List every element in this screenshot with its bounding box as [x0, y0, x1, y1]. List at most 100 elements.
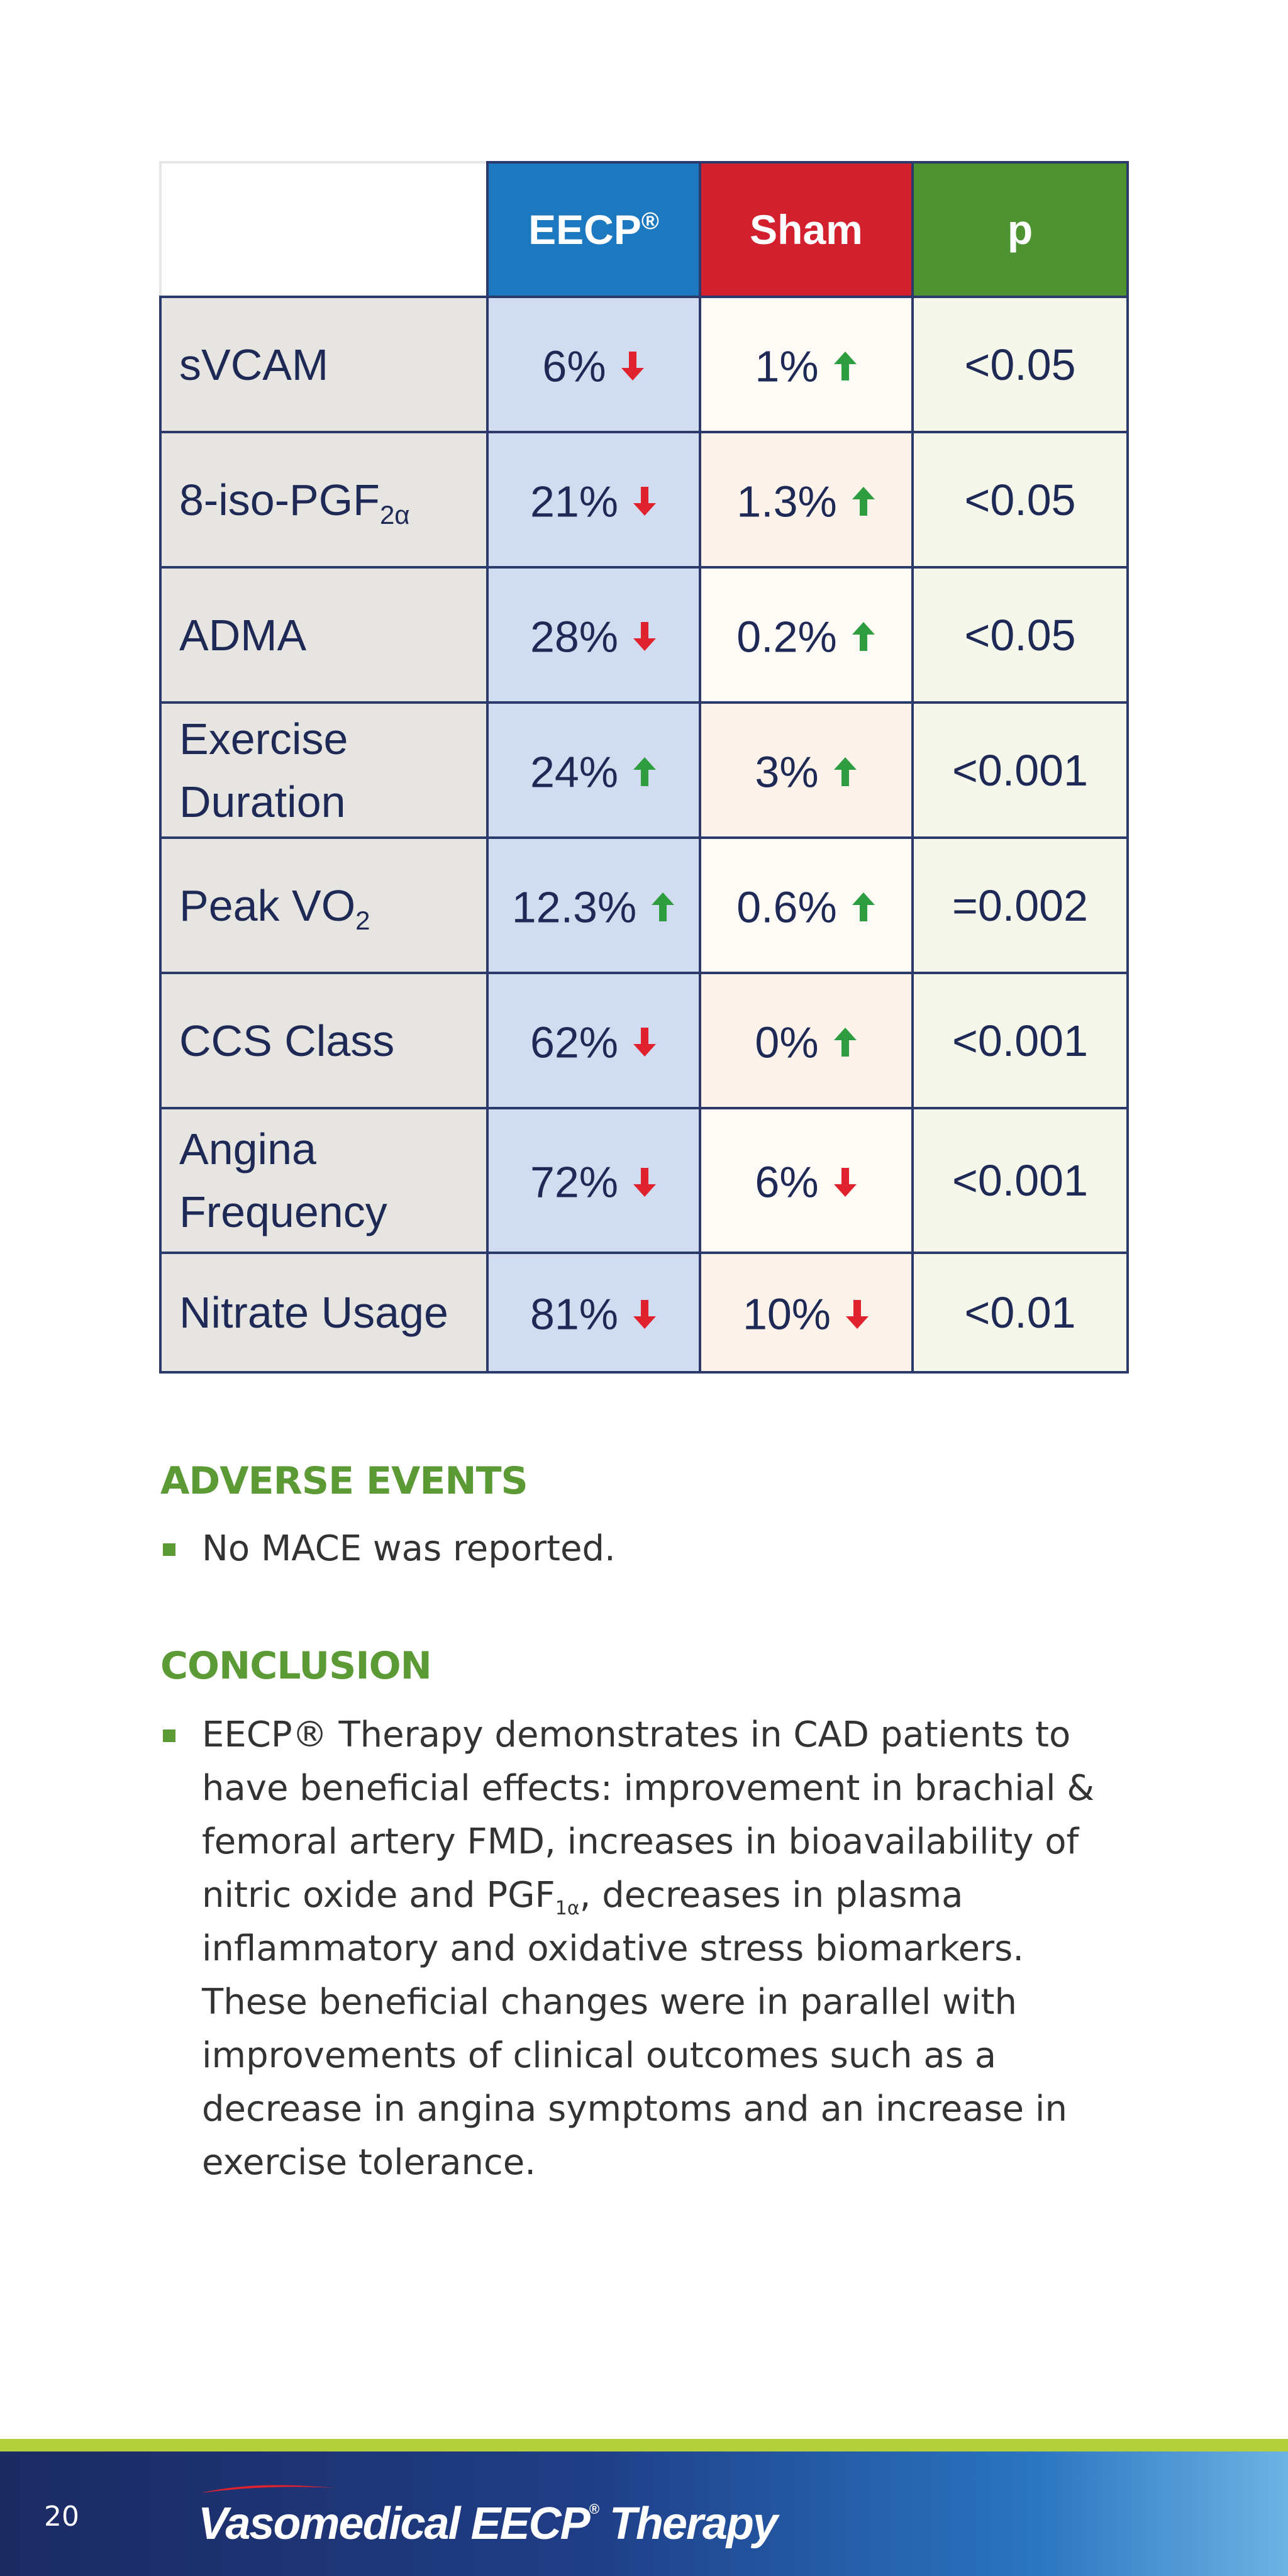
arrow-down-icon: [633, 487, 657, 516]
eecp-value-cell: 12.3%: [486, 836, 701, 974]
table-row: Nitrate Usage 81% 10% <0.01: [159, 1252, 1129, 1374]
arrow-up-icon: [833, 352, 857, 381]
arrow-up-icon: [852, 622, 875, 652]
adverse-events-heading: ADVERSE EVENTS: [160, 1459, 528, 1503]
brand-main: Vasomedical EECP: [198, 2499, 591, 2549]
square-bullet-icon: [163, 1729, 175, 1742]
eecp-value: 28%: [530, 612, 619, 662]
arrow-up-icon: [652, 892, 675, 922]
row-label-subscript: 2α: [379, 499, 410, 530]
arrow-down-icon: [633, 1167, 657, 1197]
row-label-cell: Angina Frequency: [159, 1107, 489, 1254]
eecp-value: 24%: [530, 747, 619, 797]
row-label: Exercise Duration: [179, 714, 348, 826]
arrow-down-icon: [633, 622, 657, 652]
p-value-cell: <0.001: [911, 1107, 1129, 1254]
table-row: CCS Class 62% 0% <0.001: [159, 972, 1129, 1109]
p-value-cell: <0.01: [911, 1252, 1129, 1374]
header-eecp: EECP®: [486, 161, 701, 298]
header-sham-label: Sham: [750, 206, 863, 253]
header-eecp-label: EECP: [528, 206, 641, 253]
registered-mark: ®: [641, 208, 659, 235]
list-item: No MACE was reported.: [160, 1527, 1135, 1571]
conclusion-list: EECP® Therapy demonstrates in CAD patien…: [160, 1708, 1135, 2189]
eecp-value: 12.3%: [511, 882, 637, 932]
p-value: <0.001: [952, 1016, 1089, 1065]
p-value: <0.001: [952, 1156, 1089, 1205]
conclusion-text: EECP® Therapy demonstrates in CAD patien…: [202, 1714, 1095, 1916]
square-bullet-icon: [163, 1543, 175, 1556]
row-label-cell: 8-iso-PGF2α: [159, 431, 489, 569]
eecp-value-cell: 24%: [486, 701, 701, 839]
sham-value-cell: 1.3%: [699, 431, 914, 569]
list-item: EECP® Therapy demonstrates in CAD patien…: [160, 1708, 1135, 2189]
arrow-down-icon: [633, 1028, 657, 1057]
table-row: 8-iso-PGF2α 21% 1.3% <0.05: [159, 431, 1129, 569]
row-label-cell: Exercise Duration: [159, 701, 489, 839]
p-value: <0.05: [964, 610, 1076, 660]
sham-value-cell: 3%: [699, 701, 914, 839]
logo-swoosh-icon: [201, 2485, 334, 2493]
p-value-cell: =0.002: [911, 836, 1129, 974]
row-label: Nitrate Usage: [179, 1288, 448, 1337]
table-header: EECP® Sham p: [159, 161, 1129, 298]
brand-registered-mark: ®: [589, 2501, 599, 2517]
footer-accent-stripe: [0, 2439, 1288, 2451]
arrow-down-icon: [633, 1299, 657, 1329]
table-row: Angina Frequency 72% 6% <0.001: [159, 1107, 1129, 1254]
row-label: 8-iso-PGF: [179, 475, 380, 525]
header-corner-cell: [159, 161, 489, 298]
row-label: sVCAM: [179, 340, 329, 389]
brand-text: Vasomedical EECP® Therapy: [198, 2498, 778, 2550]
eecp-value: 6%: [542, 341, 606, 391]
header-p-value: p: [911, 161, 1129, 298]
p-value: <0.001: [952, 745, 1089, 795]
conclusion-text-continued: , decreases in plasma inflammatory and o…: [202, 1875, 1067, 2183]
sham-value: 10%: [742, 1289, 831, 1339]
arrow-down-icon: [621, 352, 644, 381]
table-body: sVCAM 6% 1% <0.05 8-iso-PGF2α 21% 1.3% <0.05 ADM…: [159, 296, 1129, 1374]
row-label-cell: ADMA: [159, 566, 489, 704]
table-row: Exercise Duration 24% 3% <0.001: [159, 701, 1129, 839]
arrow-down-icon: [833, 1167, 857, 1197]
page-number: 20: [44, 2501, 79, 2533]
eecp-value-cell: 62%: [486, 972, 701, 1109]
p-value: <0.05: [964, 340, 1076, 389]
adverse-event-text: No MACE was reported.: [202, 1528, 616, 1569]
table-row: Peak VO2 12.3% 0.6% =0.002: [159, 836, 1129, 974]
p-value: <0.05: [964, 475, 1076, 525]
arrow-up-icon: [852, 892, 875, 922]
row-label: ADMA: [179, 610, 307, 660]
eecp-value: 72%: [530, 1157, 619, 1207]
arrow-up-icon: [852, 487, 875, 516]
sham-value: 0.6%: [736, 882, 837, 932]
conclusion-subscript: 1α: [555, 1897, 580, 1919]
eecp-value: 62%: [530, 1018, 619, 1067]
p-value-cell: <0.05: [911, 296, 1129, 433]
row-label-cell: Peak VO2: [159, 836, 489, 974]
sham-value-cell: 10%: [699, 1252, 914, 1374]
header-sham: Sham: [699, 161, 914, 298]
brand-tail: Therapy: [609, 2499, 778, 2549]
header-p-label: p: [1007, 206, 1033, 253]
conclusion-heading: CONCLUSION: [160, 1644, 432, 1688]
row-label-subscript: 2: [355, 905, 370, 935]
row-label: Angina Frequency: [179, 1124, 387, 1236]
sham-value: 1%: [755, 341, 819, 391]
eecp-value-cell: 6%: [486, 296, 701, 433]
arrow-up-icon: [833, 757, 857, 787]
row-label-cell: sVCAM: [159, 296, 489, 433]
sham-value-cell: 0.2%: [699, 566, 914, 704]
eecp-value: 81%: [530, 1289, 619, 1339]
p-value: <0.01: [964, 1288, 1076, 1337]
row-label: CCS Class: [179, 1016, 395, 1065]
p-value-cell: <0.05: [911, 566, 1129, 704]
sham-value-cell: 6%: [699, 1107, 914, 1254]
row-label-cell: CCS Class: [159, 972, 489, 1109]
arrow-down-icon: [846, 1299, 869, 1329]
sham-value: 3%: [755, 747, 819, 797]
p-value-cell: <0.001: [911, 972, 1129, 1109]
sham-value-cell: 0.6%: [699, 836, 914, 974]
eecp-value-cell: 72%: [486, 1107, 701, 1254]
header-row: EECP® Sham p: [159, 161, 1129, 298]
